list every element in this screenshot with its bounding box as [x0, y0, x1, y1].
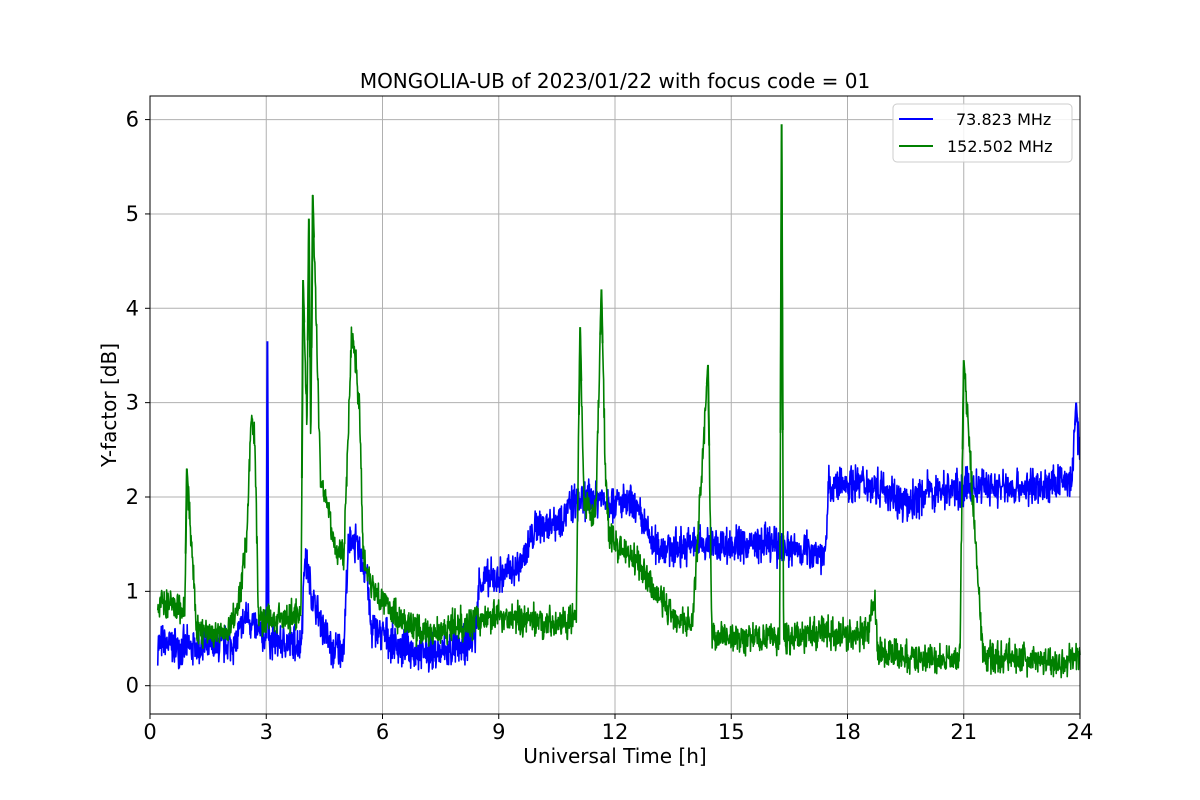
legend-label-73mhz: 73.823 MHz [956, 110, 1051, 129]
x-tick-label: 15 [718, 720, 745, 744]
x-tick-label: 12 [602, 720, 629, 744]
y-tick-label: 1 [126, 579, 139, 603]
legend-box [892, 103, 1073, 163]
series-peak-1 [310, 195, 315, 348]
series-line-1 [156, 139, 1081, 679]
series-peak-0 [265, 341, 270, 639]
x-tick-label: 6 [376, 720, 389, 744]
series-peak-1 [961, 360, 966, 450]
legend-label-152mhz: 152.502 MHz [947, 137, 1052, 156]
x-tick-label: 18 [834, 720, 861, 744]
plot-series [156, 124, 1081, 679]
series-peak-1 [599, 289, 604, 344]
series-peak-1 [306, 218, 312, 358]
series-peak-1 [705, 364, 711, 446]
y-tick-label: 6 [126, 108, 139, 132]
x-axis-label: Universal Time [h] [523, 744, 706, 768]
chart-title: MONGOLIA-UB of 2023/01/22 with focus cod… [360, 69, 870, 93]
series-peak-0 [1073, 402, 1079, 426]
y-tick-label: 4 [126, 296, 139, 320]
y-tick-label: 3 [126, 391, 139, 415]
series-peak-1 [577, 327, 583, 415]
series-line-0 [156, 354, 1081, 673]
x-tick-label: 9 [492, 720, 505, 744]
series-peak-1 [184, 468, 189, 554]
x-tick-label: 21 [950, 720, 977, 744]
x-tick-label: 24 [1067, 720, 1094, 744]
y-tick-label: 2 [126, 485, 139, 509]
legend: 73.823 MHz 152.502 MHz [892, 103, 1073, 163]
series-peak-1 [300, 279, 306, 479]
y-axis-label: Y-factor [dB] [97, 343, 121, 468]
x-tick-label: 0 [143, 720, 156, 744]
series-peak-1 [779, 124, 784, 433]
x-tick-label: 3 [260, 720, 273, 744]
y-tick-label: 0 [126, 674, 139, 698]
y-tick-label: 5 [126, 202, 139, 226]
